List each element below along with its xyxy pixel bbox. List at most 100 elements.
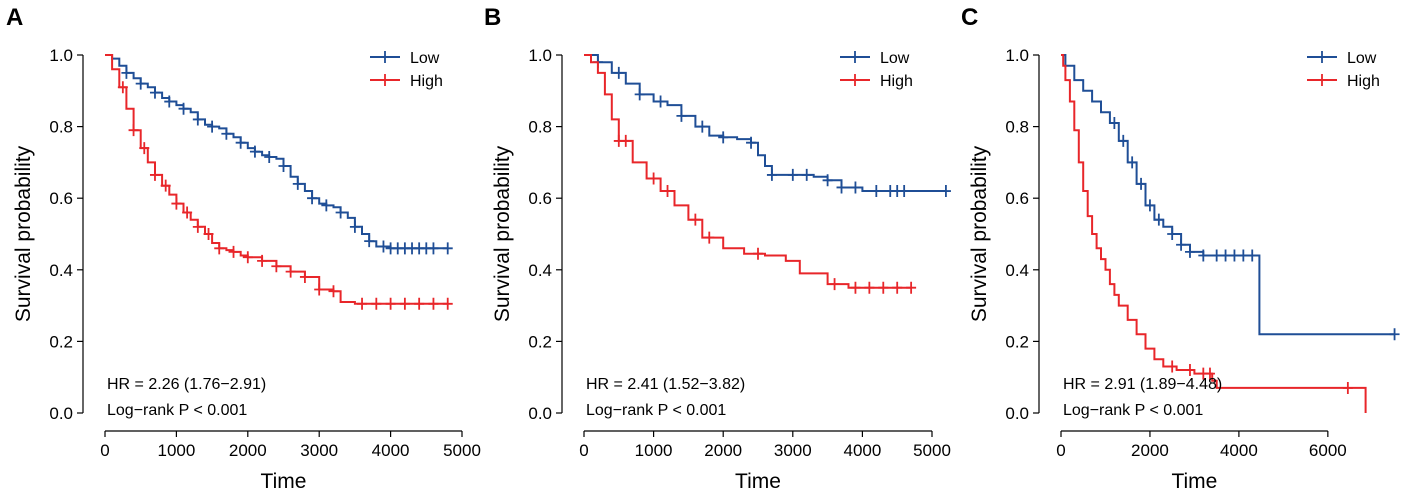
censor-mark-high — [829, 278, 840, 291]
censor-mark-low — [899, 185, 910, 198]
censor-mark-low — [1118, 134, 1129, 147]
legend-label-low: Low — [1347, 50, 1377, 67]
censor-mark-low — [221, 127, 232, 140]
censor-mark-high — [160, 179, 171, 192]
censor-mark-high — [271, 260, 282, 273]
censor-mark-low — [1127, 156, 1138, 169]
legend-marker-low — [380, 51, 390, 63]
censor-mark-high — [299, 270, 310, 283]
censor-mark-low — [428, 242, 439, 255]
censor-mark-high — [878, 281, 889, 294]
censor-mark-high — [171, 197, 182, 210]
censor-mark-low — [207, 120, 218, 133]
censor-mark-low — [264, 151, 275, 164]
censor-mark-low — [801, 168, 812, 181]
censor-mark-high — [139, 142, 150, 155]
x-axis-title: Time — [1171, 470, 1217, 493]
x-tick-label: 2000 — [1131, 441, 1169, 460]
legend-marker-high — [1317, 74, 1327, 86]
censor-mark-high — [864, 281, 875, 294]
censor-mark-high — [203, 228, 214, 240]
censor-mark-low — [1229, 249, 1240, 262]
censor-mark-low — [442, 242, 453, 255]
censor-mark-low — [718, 131, 729, 144]
censor-mark-low — [192, 113, 203, 126]
censor-mark-low — [787, 168, 798, 181]
x-tick-label: 3000 — [300, 441, 338, 460]
censor-mark-low — [1167, 228, 1178, 240]
y-axis-title: Survival probability — [12, 145, 35, 322]
censor-mark-low — [349, 220, 360, 233]
y-tick-label: 0.4 — [1005, 261, 1029, 280]
censor-mark-high — [1204, 367, 1215, 380]
censor-mark-low — [1176, 238, 1187, 251]
annotation-pvalue: Log−rank P < 0.001 — [1063, 402, 1203, 419]
censor-mark-low — [940, 185, 951, 198]
panel-label: A — [6, 4, 23, 31]
y-tick-label: 0.6 — [528, 189, 552, 208]
censor-mark-low — [164, 95, 175, 108]
censor-mark-high — [182, 206, 193, 219]
censor-mark-high — [357, 297, 368, 310]
censor-mark-low — [1109, 117, 1120, 130]
censor-mark-low — [822, 174, 833, 187]
annotation-pvalue: Log−rank P < 0.001 — [107, 402, 247, 419]
legend-label-low: Low — [880, 50, 910, 67]
y-tick-label: 1.0 — [49, 46, 73, 65]
censor-mark-low — [1211, 249, 1222, 262]
x-tick-label: 3000 — [774, 441, 812, 460]
censor-mark-low — [634, 88, 645, 101]
y-tick-label: 0.8 — [49, 118, 73, 137]
x-tick-label: 2000 — [704, 441, 742, 460]
annotation-hr: HR = 2.41 (1.52−3.82) — [586, 376, 745, 393]
y-axis-title: Survival probability — [491, 145, 514, 322]
y-tick-label: 0.6 — [49, 189, 73, 208]
y-tick-label: 0.2 — [1005, 332, 1029, 351]
x-tick-label: 4000 — [843, 441, 881, 460]
censor-mark-low — [235, 136, 246, 149]
y-tick-label: 0.2 — [528, 332, 552, 351]
legend-label-high: High — [410, 73, 443, 90]
censor-mark-low — [335, 206, 346, 219]
censor-mark-high — [620, 134, 631, 147]
censor-mark-high — [285, 265, 296, 278]
censor-mark-low — [697, 120, 708, 133]
annotation-pvalue: Log−rank P < 0.001 — [586, 402, 726, 419]
x-axis-title: Time — [735, 470, 781, 493]
censor-mark-low — [307, 192, 318, 205]
y-tick-label: 0.4 — [528, 261, 552, 280]
censor-mark-low — [1198, 249, 1209, 262]
censor-mark-high — [371, 297, 382, 310]
censor-mark-high — [117, 81, 128, 94]
censor-mark-high — [428, 297, 439, 310]
x-tick-label: 5000 — [913, 441, 951, 460]
censor-mark-low — [746, 136, 757, 149]
censor-mark-low — [1184, 245, 1195, 258]
censor-mark-low — [1144, 199, 1155, 212]
legend-marker-low — [1317, 51, 1327, 63]
censor-mark-high — [906, 281, 917, 294]
y-tick-label: 1.0 — [1005, 46, 1029, 65]
censor-mark-high — [648, 172, 659, 185]
censor-mark-high — [892, 281, 903, 294]
panel-label: B — [484, 4, 501, 31]
censor-mark-low — [1238, 249, 1249, 262]
censor-mark-low — [278, 159, 289, 172]
censor-mark-high — [1184, 364, 1195, 377]
censor-mark-low — [135, 77, 146, 90]
x-tick-label: 4000 — [1220, 441, 1258, 460]
x-axis-title: Time — [261, 470, 307, 493]
censor-mark-low — [321, 199, 332, 212]
censor-mark-high — [414, 297, 425, 310]
y-tick-label: 0.0 — [49, 404, 73, 423]
censor-mark-low — [1136, 177, 1147, 190]
y-tick-label: 0.6 — [1005, 189, 1029, 208]
y-tick-label: 0.4 — [49, 261, 73, 280]
censor-mark-high — [328, 285, 339, 298]
censor-mark-high — [1167, 360, 1178, 373]
annotation-hr: HR = 2.26 (1.76−2.91) — [107, 376, 266, 393]
censor-mark-high — [242, 251, 253, 264]
censor-mark-low — [292, 177, 303, 190]
censor-mark-high — [399, 297, 410, 310]
